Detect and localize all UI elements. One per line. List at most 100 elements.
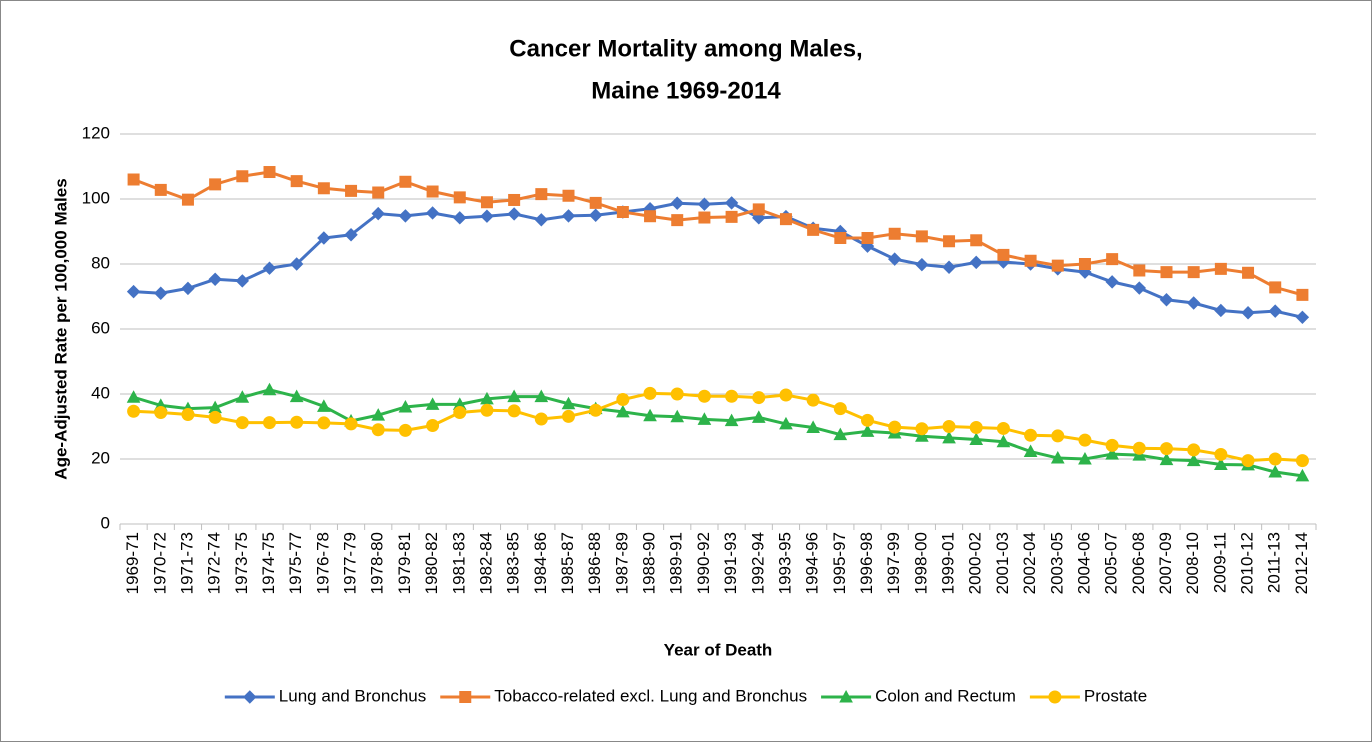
legend-marker — [459, 691, 472, 703]
marker — [915, 230, 928, 243]
marker — [317, 231, 331, 245]
marker — [1160, 266, 1173, 279]
marker — [616, 393, 630, 407]
marker — [507, 389, 521, 403]
marker — [317, 399, 331, 412]
x-tick-label: 1971-73 — [177, 532, 196, 594]
marker — [725, 389, 739, 403]
marker — [697, 412, 712, 425]
chart-title: Cancer Mortality among Males, — [509, 35, 862, 62]
legend-marker — [839, 689, 853, 703]
x-tick-label: 1972-74 — [205, 532, 224, 594]
marker — [779, 416, 793, 430]
x-tick-label: 1976-78 — [313, 532, 332, 594]
marker — [507, 207, 521, 221]
x-tick-label: 1996-98 — [857, 532, 876, 594]
marker — [262, 261, 277, 275]
marker — [942, 430, 956, 444]
y-tick-label: 80 — [91, 253, 110, 272]
marker — [480, 403, 494, 417]
marker — [752, 203, 765, 216]
legend-label: Colon and Rectum — [875, 686, 1016, 705]
marker — [1268, 304, 1282, 318]
x-tick-label: 1974-75 — [259, 532, 278, 594]
marker — [1186, 453, 1201, 467]
y-tick-label: 120 — [82, 123, 110, 142]
marker — [209, 178, 222, 191]
marker — [887, 252, 902, 266]
marker — [943, 235, 956, 248]
marker — [1050, 450, 1065, 464]
x-tick-label: 1998-00 — [911, 532, 930, 594]
marker — [1242, 266, 1255, 279]
marker — [1160, 442, 1173, 456]
marker — [670, 196, 684, 210]
marker — [345, 184, 358, 197]
marker — [779, 213, 792, 226]
marker — [751, 410, 766, 423]
marker — [426, 419, 440, 433]
marker — [1295, 468, 1310, 482]
marker — [1241, 306, 1255, 320]
x-tick-label: 1981-83 — [449, 532, 468, 594]
marker — [589, 196, 602, 209]
marker — [371, 206, 385, 221]
marker — [616, 206, 629, 218]
marker — [969, 432, 984, 445]
marker — [1214, 303, 1228, 318]
marker — [399, 175, 412, 188]
marker — [1051, 259, 1064, 272]
x-tick-label: 1978-80 — [368, 532, 387, 594]
x-tick-label: 1985-87 — [558, 532, 577, 594]
x-tick-label: 2005-07 — [1102, 532, 1121, 594]
marker — [154, 183, 167, 196]
marker — [942, 420, 956, 433]
marker — [671, 214, 684, 227]
marker — [480, 196, 493, 209]
marker — [235, 390, 250, 403]
x-tick-label: 1992-94 — [748, 532, 767, 594]
marker — [860, 424, 875, 437]
marker — [398, 423, 412, 437]
marker — [1214, 262, 1227, 275]
x-tick-label: 1983-85 — [504, 532, 523, 594]
x-tick-label: 1982-84 — [476, 532, 495, 594]
marker — [1105, 438, 1119, 452]
marker — [1187, 266, 1200, 279]
marker — [127, 404, 141, 418]
marker — [535, 188, 548, 201]
marker — [126, 390, 141, 403]
chart-title: Maine 1969-2014 — [591, 77, 781, 104]
marker — [779, 388, 793, 402]
marker — [670, 387, 684, 401]
marker — [398, 399, 413, 413]
marker — [698, 211, 711, 224]
marker — [915, 429, 929, 442]
marker — [616, 404, 630, 418]
x-tick-label: 2011-13 — [1265, 532, 1284, 593]
marker — [154, 406, 168, 420]
marker — [534, 389, 549, 403]
legend-label: Prostate — [1084, 686, 1147, 705]
marker — [588, 208, 603, 222]
x-tick-label: 1988-90 — [640, 532, 659, 594]
marker — [807, 223, 820, 236]
marker — [1106, 253, 1119, 266]
marker — [290, 415, 304, 429]
marker — [317, 182, 330, 195]
marker — [1159, 452, 1174, 466]
marker — [1078, 451, 1092, 465]
marker — [127, 173, 140, 186]
marker — [561, 209, 576, 223]
x-tick-label: 1995-97 — [830, 532, 849, 594]
legend-marker — [243, 690, 257, 704]
marker — [833, 402, 847, 416]
marker — [1105, 275, 1119, 289]
marker — [289, 257, 304, 271]
y-tick-label: 100 — [82, 188, 110, 207]
marker — [317, 416, 331, 430]
x-tick-label: 1980-82 — [422, 532, 441, 594]
marker — [561, 396, 576, 410]
x-tick-label: 1989-91 — [667, 532, 686, 594]
